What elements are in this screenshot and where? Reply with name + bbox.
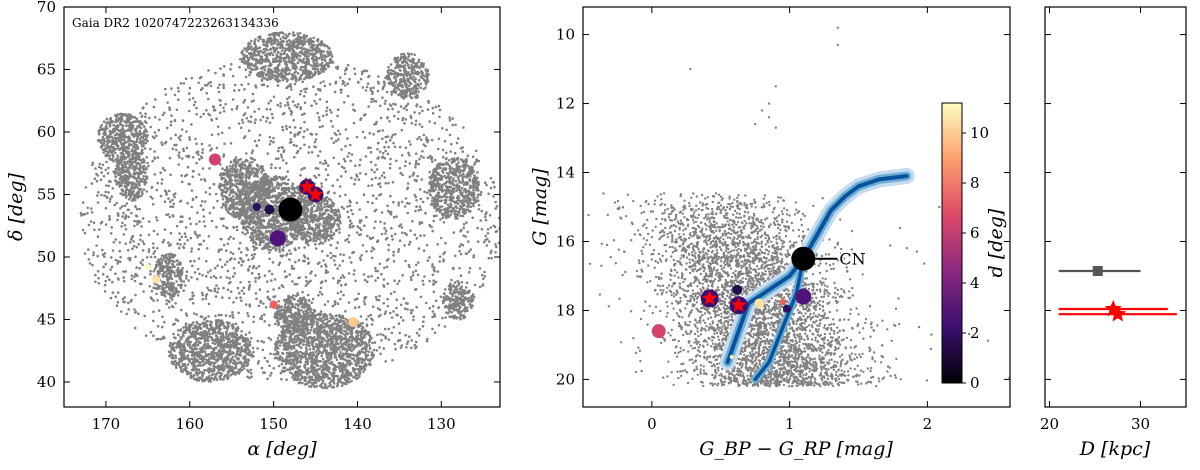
distance-x-label: D [kpc]	[1079, 438, 1151, 460]
cmd-y-tick-label: 16	[556, 232, 575, 250]
sky-y-tick-label: 50	[37, 248, 56, 266]
colorbar-tick-label: 2	[970, 324, 980, 342]
cmd-y-tick-label: 10	[556, 26, 575, 44]
colorbar-tick-label: 6	[970, 224, 980, 242]
distance-ticks: 20 30	[1040, 7, 1186, 433]
distance-axes-frame	[1045, 7, 1186, 407]
cmd-highlight-point	[730, 355, 734, 359]
cmd-y-tick-label: 18	[556, 301, 575, 319]
cmd-x-tick-label: 0	[647, 415, 657, 433]
cmd-highlight-point	[652, 324, 666, 338]
cmd-highlight-point	[783, 305, 791, 313]
cmd-highlight-point	[732, 285, 742, 295]
highlight-point	[264, 205, 274, 215]
cn-label: CN	[839, 250, 865, 269]
sky-y-tick-label: 65	[37, 61, 56, 79]
sky-y-tick-label: 40	[37, 373, 56, 391]
colorbar-tick-label: 10	[970, 124, 989, 142]
sky-y-label: δ [deg]	[5, 172, 27, 240]
highlight-point	[270, 230, 286, 246]
distance-x-tick-label: 20	[1040, 415, 1059, 433]
cmd-y-tick-label: 12	[556, 95, 575, 113]
highlight-point	[278, 198, 302, 222]
cmd-highlight-point	[795, 289, 811, 305]
sky-y-tick-label: 45	[37, 311, 56, 329]
cmd-highlight-point	[754, 299, 764, 309]
distance-x-tick-label: 30	[1131, 415, 1150, 433]
colorbar-tick-label: 8	[970, 174, 980, 192]
cmd-x-tick-label: 1	[785, 415, 795, 433]
cmd-y-tick-label: 14	[556, 164, 575, 182]
cmd-y-tick-label: 20	[556, 370, 575, 388]
cmd-x-tick-label: 2	[923, 415, 933, 433]
highlight-point	[348, 317, 358, 327]
sky-panel: 170 160 150 140 130 40 45 50 55 60 65 70 Gaia DR2 1…	[5, 0, 502, 460]
highlight-point	[152, 276, 160, 284]
sky-x-tick-label: 160	[175, 415, 204, 433]
cmd-y-label: G [mag]	[529, 168, 551, 246]
cmd-x-label: G_BP − G_RP [mag]	[699, 438, 893, 460]
distance-points	[1059, 266, 1177, 322]
source-annotation: Gaia DR2 1020747223263134336	[72, 16, 279, 30]
cn-point	[791, 247, 815, 271]
distance-panel: 20 30 D [kpc]	[1040, 7, 1186, 460]
sky-y-tick-label: 55	[37, 186, 56, 204]
highlight-point	[253, 203, 261, 211]
colorbar-tick-label: 0	[970, 374, 980, 392]
sky-x-label: α [deg]	[247, 438, 317, 460]
sky-x-tick-label: 170	[92, 415, 121, 433]
highlight-point	[209, 154, 221, 166]
highlight-point	[270, 301, 278, 309]
sky-y-tick-label: 70	[37, 0, 56, 16]
colorbar-label: d [deg]	[985, 208, 1007, 277]
sky-x-tick-label: 150	[259, 415, 288, 433]
sky-y-tick-label: 60	[37, 123, 56, 141]
cmd-highlight-point	[780, 299, 786, 305]
highlight-point	[145, 264, 151, 270]
colorbar	[942, 103, 962, 383]
sky-x-tick-label: 130	[427, 415, 456, 433]
distance-point	[1093, 266, 1103, 276]
sky-x-tick-label: 140	[343, 415, 372, 433]
colorbar-tick-label: 4	[970, 274, 980, 292]
